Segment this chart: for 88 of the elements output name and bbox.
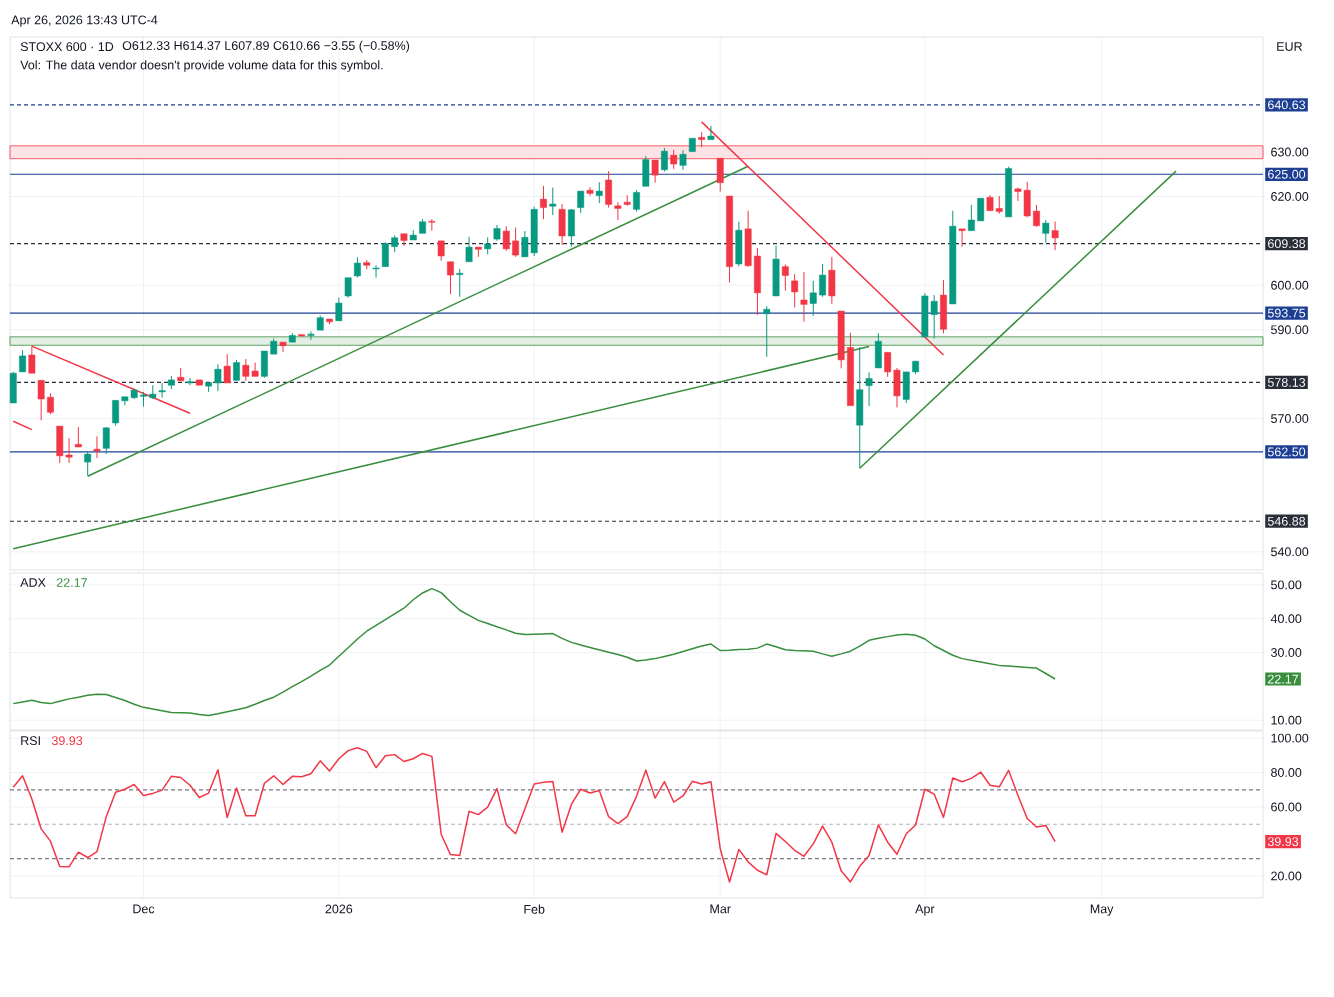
x-tick-label: 2026 [325, 904, 353, 914]
annotation: Vol: The data vendor doesn't provide volume data for this symbol. [20, 60, 383, 72]
candlestick [763, 305, 771, 358]
candlestick [781, 263, 789, 292]
candlestick [381, 241, 389, 268]
candlestick [335, 297, 343, 322]
chart-subtitle: O612.33 H614.37 L607.89 C610.66 −3.55 (−0.58%) [122, 40, 410, 53]
x-tick-label: Apr [915, 904, 935, 916]
candlestick [819, 263, 826, 298]
ref-line-label: 593.75 [1267, 308, 1306, 318]
candlestick [74, 426, 82, 448]
y-tick-label: 20.00 [1271, 871, 1302, 881]
text: Apr 26, 2026 13:43 UTC-4 [11, 15, 158, 27]
candlestick [679, 149, 687, 171]
candlestick [344, 277, 352, 299]
annotation: 22.17 [56, 578, 87, 587]
candlestick [502, 225, 510, 252]
annotation: 39.93 [1267, 837, 1299, 847]
candlestick [791, 273, 799, 308]
candlestick [707, 125, 715, 141]
candlestick [93, 435, 101, 459]
candlestick [465, 236, 473, 263]
candlestick [233, 359, 240, 381]
text: EUR [1277, 42, 1303, 51]
candlestick [279, 341, 287, 353]
chart-title: ADX [20, 578, 46, 587]
ref-line-label: 546.88 [1267, 516, 1306, 526]
candlestick [595, 181, 603, 204]
candlestick [884, 351, 892, 378]
candlestick [158, 382, 166, 399]
candlestick [633, 189, 640, 213]
candlestick [577, 190, 585, 214]
candlestick [307, 330, 315, 341]
y-tick-label: 100.00 [1271, 733, 1309, 743]
ref-line-label: 640.63 [1268, 100, 1306, 110]
candlestick [549, 187, 557, 216]
y-tick-label: 50.00 [1271, 580, 1302, 590]
ref-line-label: 609.38 [1268, 239, 1306, 249]
y-tick-label: 590.00 [1271, 325, 1309, 335]
ref-line-label: 578.13 [1267, 378, 1306, 387]
candlestick [1051, 220, 1059, 251]
x-tick-label: Dec [133, 904, 155, 914]
y-tick-label: 620.00 [1271, 192, 1309, 201]
candlestick [1042, 219, 1050, 244]
y-tick-label: 10.00 [1271, 715, 1302, 725]
candlestick [437, 240, 445, 262]
candlestick [214, 363, 222, 392]
y-tick-label: 630.00 [1271, 147, 1309, 157]
candlestick [800, 271, 808, 323]
y-tick-label: 540.00 [1271, 547, 1309, 557]
chart-title: STOXX 600 · 1D [20, 42, 114, 52]
candlestick [372, 264, 380, 279]
y-tick-label: 60.00 [1271, 802, 1302, 812]
candlestick [661, 147, 668, 173]
candlestick [37, 379, 45, 421]
candlestick [447, 261, 454, 295]
candlestick [865, 371, 873, 407]
annotation: 39.93 [51, 736, 83, 746]
y-tick-label: 600.00 [1271, 280, 1309, 290]
y-tick-label: 30.00 [1271, 648, 1302, 657]
candlestick [456, 268, 464, 298]
candlestick [47, 392, 54, 415]
candlestick [186, 377, 194, 386]
candlestick [958, 228, 966, 248]
y-tick-label: 80.00 [1271, 768, 1302, 777]
x-tick-label: May [1090, 904, 1114, 916]
candlestick [512, 227, 519, 258]
candlestick [540, 185, 547, 220]
candlestick [977, 197, 985, 222]
candlestick [223, 353, 231, 384]
y-tick-label: 570.00 [1271, 414, 1309, 423]
annotation: 22.17 [1268, 674, 1299, 684]
candlestick [428, 218, 436, 232]
ref-line-label: 562.50 [1267, 447, 1306, 457]
chart-title: RSI [21, 736, 40, 746]
y-tick-label: 40.00 [1270, 614, 1302, 624]
x-tick-label: Mar [710, 904, 731, 914]
candlestick [809, 280, 817, 317]
candlestick [112, 399, 119, 427]
ref-line-label: 625.00 [1268, 169, 1306, 179]
candlestick [1033, 204, 1040, 228]
candlestick [614, 201, 622, 221]
candlestick [586, 186, 594, 197]
candlestick [19, 349, 26, 373]
candlestick [967, 204, 975, 232]
candlestick [102, 426, 110, 455]
x-tick-label: Feb [524, 904, 545, 914]
candlestick [84, 451, 92, 477]
